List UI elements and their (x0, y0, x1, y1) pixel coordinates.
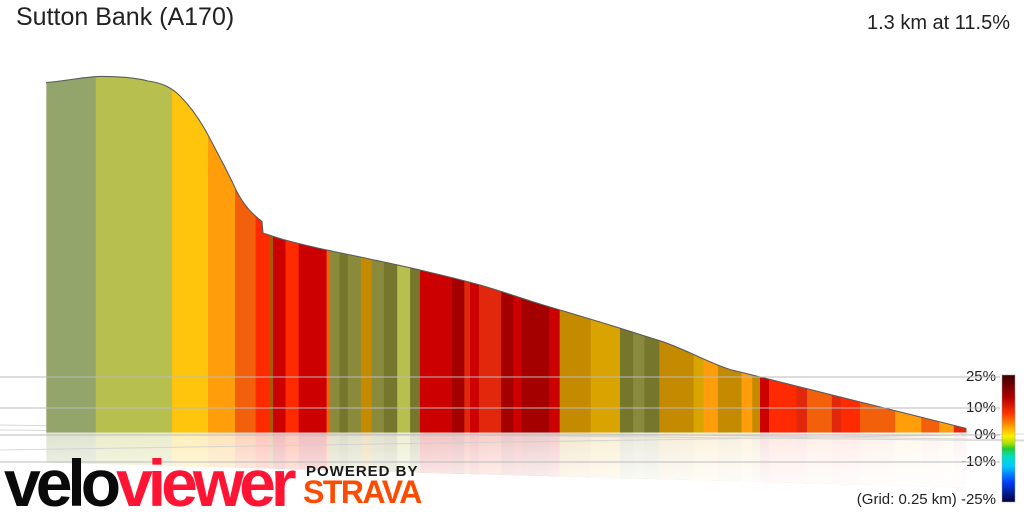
svg-text:veloviewer: veloviewer (4, 446, 296, 512)
svg-text:STRAVA: STRAVA (303, 474, 422, 510)
